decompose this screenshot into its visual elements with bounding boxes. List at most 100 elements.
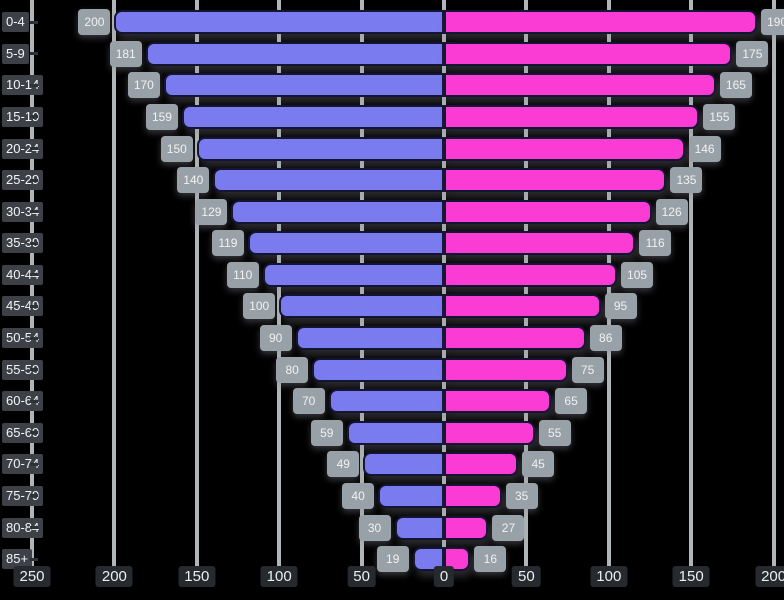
- age-group-label: 35-39: [2, 233, 44, 254]
- bar-female-20-24: [444, 136, 685, 161]
- bar-female-5-9: [444, 41, 733, 66]
- value-label-female: 55: [538, 419, 571, 446]
- bar-male-60-64: [328, 389, 444, 414]
- bar-female-65-69: [444, 420, 535, 445]
- y-axis-tick: [30, 83, 38, 87]
- y-axis-tick: [30, 304, 38, 308]
- age-group-label: 20-24: [2, 138, 44, 159]
- value-label-male: 19: [376, 546, 409, 573]
- y-axis-tick: [30, 241, 38, 245]
- bar-female-70-74: [444, 452, 519, 477]
- age-group-label: 85+: [2, 549, 33, 570]
- bar-female-55-59: [444, 357, 568, 382]
- age-group-label: 5-9: [2, 43, 29, 64]
- x-axis-tick-label: 150: [672, 566, 710, 587]
- value-label-female: 95: [604, 293, 637, 320]
- bar-male-25-29: [213, 168, 444, 193]
- bar-female-80-84: [444, 515, 489, 540]
- y-axis-tick: [30, 336, 38, 340]
- bar-male-20-24: [196, 136, 444, 161]
- bar-male-35-39: [247, 231, 444, 256]
- value-label-male: 170: [127, 72, 160, 99]
- value-label-male: 40: [342, 482, 375, 509]
- value-label-male: 181: [109, 40, 142, 67]
- value-label-male: 100: [243, 293, 276, 320]
- bar-male-65-69: [346, 420, 444, 445]
- bar-male-55-59: [312, 357, 444, 382]
- bar-male-5-9: [145, 41, 444, 66]
- age-group-label: 40-44: [2, 264, 44, 285]
- y-axis-tick: [30, 431, 38, 435]
- y-axis-tick: [30, 178, 38, 182]
- value-label-male: 129: [195, 198, 228, 225]
- age-group-label: 60-64: [2, 391, 44, 412]
- bar-female-10-14: [444, 73, 716, 98]
- y-axis-tick: [30, 368, 38, 372]
- value-label-female: 126: [655, 198, 688, 225]
- bar-female-30-34: [444, 199, 652, 224]
- bar-male-45-49: [279, 294, 444, 319]
- value-label-female: 16: [474, 546, 507, 573]
- value-label-male: 119: [211, 230, 244, 257]
- x-axis-tick-label: 50: [512, 566, 541, 587]
- value-label-female: 190: [761, 9, 784, 36]
- value-label-male: 159: [145, 103, 178, 130]
- bar-female-35-39: [444, 231, 636, 256]
- value-label-female: 27: [492, 514, 525, 541]
- gridline: [112, 0, 117, 566]
- age-group-label: 0-4: [2, 12, 29, 33]
- age-group-label: 80-84: [2, 517, 44, 538]
- bar-male-50-54: [295, 326, 444, 351]
- value-label-female: 135: [670, 167, 703, 194]
- bar-female-40-44: [444, 262, 618, 287]
- bar-male-85+: [412, 547, 444, 572]
- x-axis-tick-label: 50: [347, 566, 376, 587]
- bar-male-30-34: [231, 199, 444, 224]
- value-label-male: 70: [292, 388, 325, 415]
- age-group-label: 25-29: [2, 170, 44, 191]
- x-axis-tick-label: 200: [755, 566, 784, 587]
- value-label-female: 86: [589, 325, 622, 352]
- y-axis-tick: [30, 399, 38, 403]
- value-label-female: 105: [621, 261, 654, 288]
- value-label-male: 200: [78, 9, 111, 36]
- x-axis-tick-label: 200: [95, 566, 133, 587]
- bar-female-50-54: [444, 326, 586, 351]
- bar-male-15-19: [181, 104, 444, 129]
- age-group-label: 50-54: [2, 328, 44, 349]
- age-group-label: 15-19: [2, 106, 44, 127]
- x-axis-tick-label: 100: [260, 566, 298, 587]
- bar-male-75-79: [378, 483, 444, 508]
- value-label-male: 80: [276, 356, 309, 383]
- bar-male-0-4: [114, 10, 444, 35]
- y-axis-tick: [30, 462, 38, 466]
- y-axis-tick: [30, 147, 38, 151]
- age-group-label: 75-79: [2, 485, 44, 506]
- x-axis-tick-label: 100: [590, 566, 628, 587]
- age-group-label: 70-74: [2, 454, 44, 475]
- bar-male-40-44: [262, 262, 444, 287]
- bar-female-25-29: [444, 168, 667, 193]
- bar-female-45-49: [444, 294, 601, 319]
- value-label-female: 146: [688, 135, 721, 162]
- y-axis-tick: [30, 494, 38, 498]
- age-group-label: 10-14: [2, 75, 44, 96]
- bar-female-60-64: [444, 389, 552, 414]
- bar-female-75-79: [444, 483, 502, 508]
- bar-male-70-74: [363, 452, 444, 477]
- gridline: [194, 0, 199, 566]
- value-label-female: 65: [555, 388, 588, 415]
- value-label-male: 49: [327, 451, 360, 478]
- y-axis-tick: [30, 20, 38, 24]
- age-group-label: 45-49: [2, 296, 44, 317]
- value-label-male: 59: [310, 419, 343, 446]
- x-axis-tick-label: 150: [178, 566, 216, 587]
- age-group-label: 30-34: [2, 201, 44, 222]
- age-group-label: 65-69: [2, 422, 44, 443]
- age-group-label: 55-59: [2, 359, 44, 380]
- gridline: [689, 0, 694, 566]
- bar-female-15-19: [444, 104, 700, 129]
- bar-male-10-14: [163, 73, 444, 98]
- y-axis-tick: [30, 115, 38, 119]
